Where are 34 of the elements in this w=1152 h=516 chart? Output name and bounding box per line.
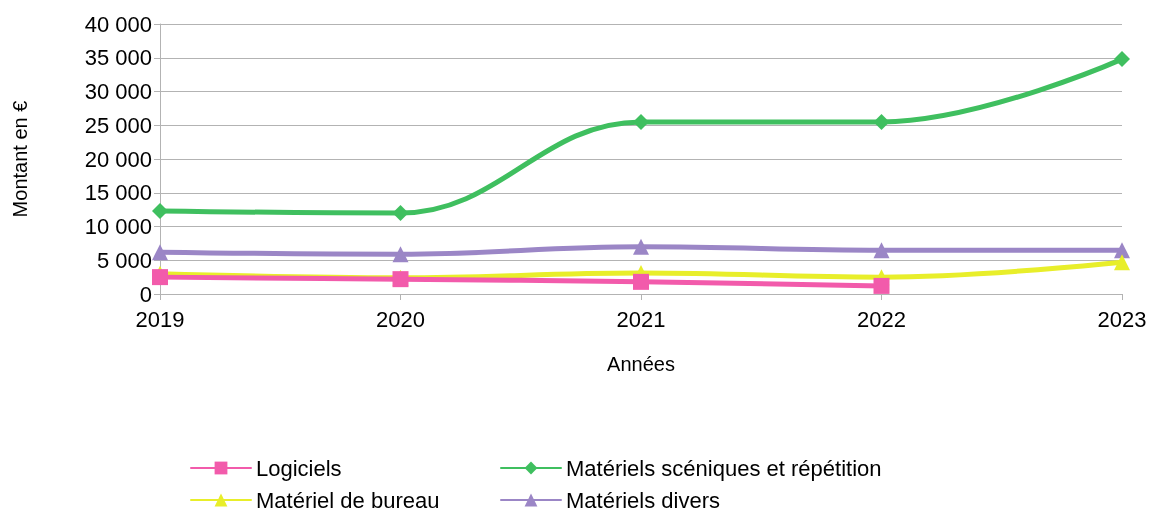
y-tick-label: 0 <box>139 281 152 307</box>
point <box>1114 242 1130 259</box>
y-tick-label: 40 000 <box>84 11 152 37</box>
point <box>873 277 890 294</box>
point <box>392 246 409 263</box>
point <box>873 113 890 130</box>
legend-label: Matériels divers <box>566 487 721 513</box>
x-tick-label: 2022 <box>857 306 906 332</box>
point <box>1114 254 1130 271</box>
point <box>633 238 649 255</box>
x-axis-title: Années <box>607 353 675 375</box>
y-axis-title: Montant en € <box>9 100 31 218</box>
point <box>392 205 409 221</box>
x-tick-label: 2023 <box>1097 306 1147 332</box>
legend-label: Matériel de bureau <box>256 487 440 513</box>
x-tick-label: 2020 <box>376 306 425 332</box>
y-tick-label: 5 000 <box>96 247 152 273</box>
point <box>873 242 890 259</box>
point <box>1114 51 1130 68</box>
y-tick-label: 30 000 <box>84 79 152 104</box>
point <box>152 244 168 261</box>
y-tick-label: 15 000 <box>84 180 152 206</box>
point <box>633 273 649 290</box>
x-tick-label: 2021 <box>616 306 666 332</box>
y-tick-label: 20 000 <box>84 146 152 172</box>
y-tick-label: 10 000 <box>84 214 152 239</box>
y-tick-label: 35 000 <box>84 45 152 71</box>
point <box>633 113 649 130</box>
x-tick-label: 2019 <box>135 306 185 332</box>
point <box>152 269 168 286</box>
legend-label: Logiciels <box>256 455 342 481</box>
legend-label: Matériels scéniques et répétition <box>566 455 882 481</box>
point <box>152 202 168 219</box>
y-tick-label: 25 000 <box>84 112 152 138</box>
